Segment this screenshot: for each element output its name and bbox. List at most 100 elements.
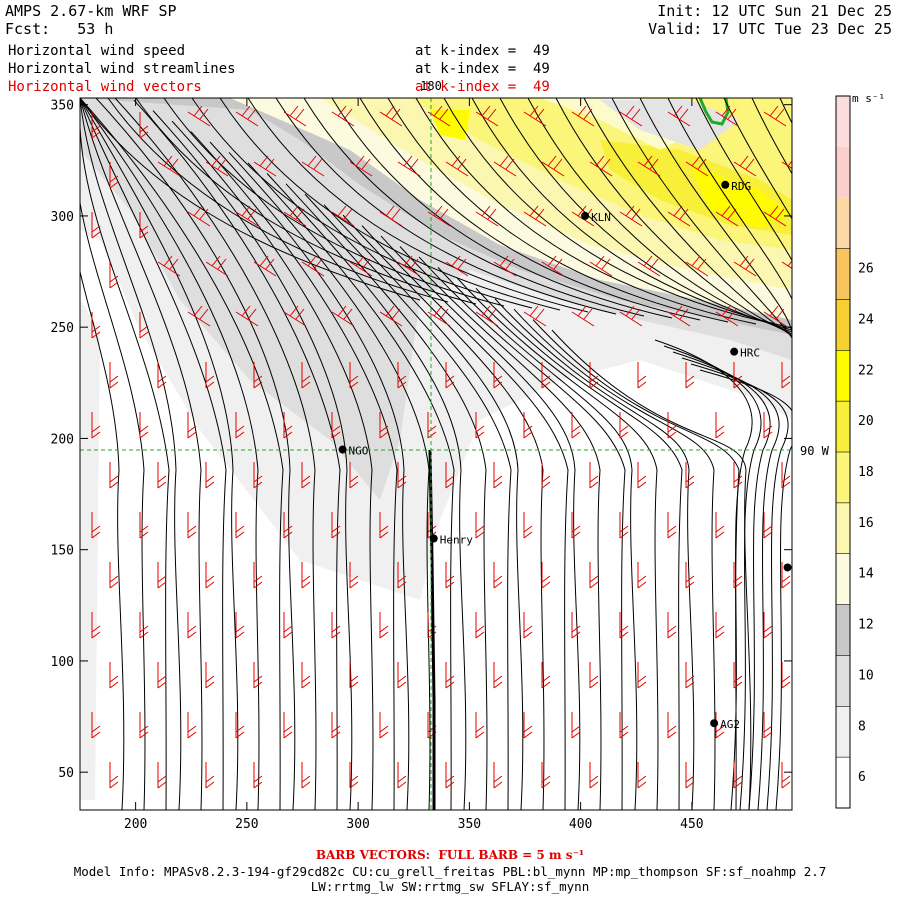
- wind-barb: [685, 762, 695, 789]
- wind-barb: [235, 612, 245, 639]
- wind-barb: [139, 512, 149, 539]
- wind-barb: [715, 612, 725, 639]
- wind-barb: [445, 462, 455, 489]
- x-tick-label: 400: [569, 817, 592, 832]
- wind-barb: [637, 762, 647, 789]
- wind-barb: [331, 612, 341, 639]
- wind-barb: [91, 112, 101, 139]
- x-tick-label: 350: [458, 817, 481, 832]
- streamline: [695, 98, 792, 344]
- wind-barb: [139, 212, 149, 239]
- wind-barb: [493, 562, 503, 589]
- wind-barb: [205, 562, 215, 589]
- wind-barb: [523, 105, 547, 127]
- wind-barb: [205, 155, 229, 177]
- colorbar-swatch: [836, 706, 850, 758]
- forecast-hour: Fcst: 53 h: [5, 20, 114, 38]
- wind-barb: [331, 512, 341, 539]
- wind-barb: [523, 205, 547, 227]
- colorbar-label: 22: [858, 363, 874, 378]
- wind-barb: [589, 762, 599, 789]
- barb-vector-note: BARB VECTORS: FULL BARB = 5 m s⁻¹: [315, 848, 585, 862]
- wind-barb: [715, 105, 739, 127]
- wind-barb: [715, 305, 739, 327]
- wind-barb: [157, 362, 167, 389]
- wind-barb: [781, 762, 791, 789]
- wind-barb: [589, 562, 599, 589]
- wind-barb: [187, 712, 197, 739]
- wind-barb: [91, 612, 101, 639]
- wind-barb: [685, 562, 695, 589]
- field-label-streamlines: Horizontal wind streamlines: [8, 61, 236, 77]
- streamline: [437, 267, 638, 810]
- station-label: Henry: [440, 534, 473, 547]
- wind-barb: [379, 305, 403, 327]
- wind-barb: [187, 105, 211, 127]
- streamline: [190, 131, 398, 810]
- wind-barb: [283, 712, 293, 739]
- y-tick-label: 150: [51, 544, 74, 559]
- wind-barb: [619, 205, 643, 227]
- streamline: [583, 98, 792, 337]
- wind-barb: [445, 662, 455, 689]
- wind-barb: [733, 255, 757, 277]
- streamline: [80, 98, 182, 810]
- streamline: [639, 98, 792, 340]
- colorbar-swatch: [836, 655, 850, 707]
- wind-barb: [733, 155, 757, 177]
- wind-barb: [619, 712, 629, 739]
- wind-barb: [349, 255, 373, 277]
- streamline: [551, 329, 752, 810]
- wind-barb: [715, 205, 739, 227]
- y-tick-label: 250: [51, 321, 74, 336]
- station-label: RDG: [731, 180, 751, 193]
- y-tick-label: 200: [51, 432, 74, 447]
- colorbar-swatch: [836, 197, 850, 249]
- wind-barb: [397, 155, 421, 177]
- wind-barb: [331, 412, 341, 439]
- wind-barb: [589, 362, 599, 389]
- wind-barb: [715, 512, 725, 539]
- streamline: [555, 98, 792, 335]
- wind-barb: [301, 362, 311, 389]
- wind-barb: [331, 205, 355, 227]
- wind-barb: [253, 155, 277, 177]
- wind-barb: [493, 362, 503, 389]
- wind-barb: [301, 462, 311, 489]
- streamline: [471, 98, 792, 329]
- wind-barb: [475, 205, 499, 227]
- wind-barb: [589, 155, 613, 177]
- colorbar-swatch: [836, 96, 850, 147]
- wind-barb: [283, 105, 307, 127]
- streamline: [672, 351, 771, 810]
- wind-barb: [445, 155, 469, 177]
- streamline: [456, 277, 659, 810]
- wind-barb: [667, 412, 677, 439]
- wind-barb: [301, 662, 311, 689]
- wind-barb: [619, 612, 629, 639]
- x-tick-label: 450: [680, 817, 703, 832]
- colorbar-label: 16: [858, 516, 874, 531]
- station-marker: [581, 211, 590, 220]
- wind-barb: [667, 105, 691, 127]
- station-marker: [634, 90, 642, 98]
- wind-barb: [235, 105, 259, 127]
- x-tick-label: 300: [346, 817, 369, 832]
- model-info-line-1: Model Info: MPASv8.2.3-194-gf29cd82c CU:…: [73, 864, 827, 879]
- wind-barb: [475, 512, 485, 539]
- wind-barb: [541, 462, 551, 489]
- station-marker: [338, 445, 347, 454]
- wind-barb: [253, 362, 263, 389]
- streamlines: [80, 98, 792, 810]
- wind-barb: [445, 762, 455, 789]
- wind-barb: [283, 412, 293, 439]
- wind-barb: [157, 462, 167, 489]
- wind-barb: [571, 512, 581, 539]
- wind-barb: [397, 562, 407, 589]
- streamline: [513, 308, 716, 810]
- wind-barb: [109, 562, 119, 589]
- wind-barb: [91, 512, 101, 539]
- wind-barb: [445, 562, 455, 589]
- streamline: [443, 98, 785, 327]
